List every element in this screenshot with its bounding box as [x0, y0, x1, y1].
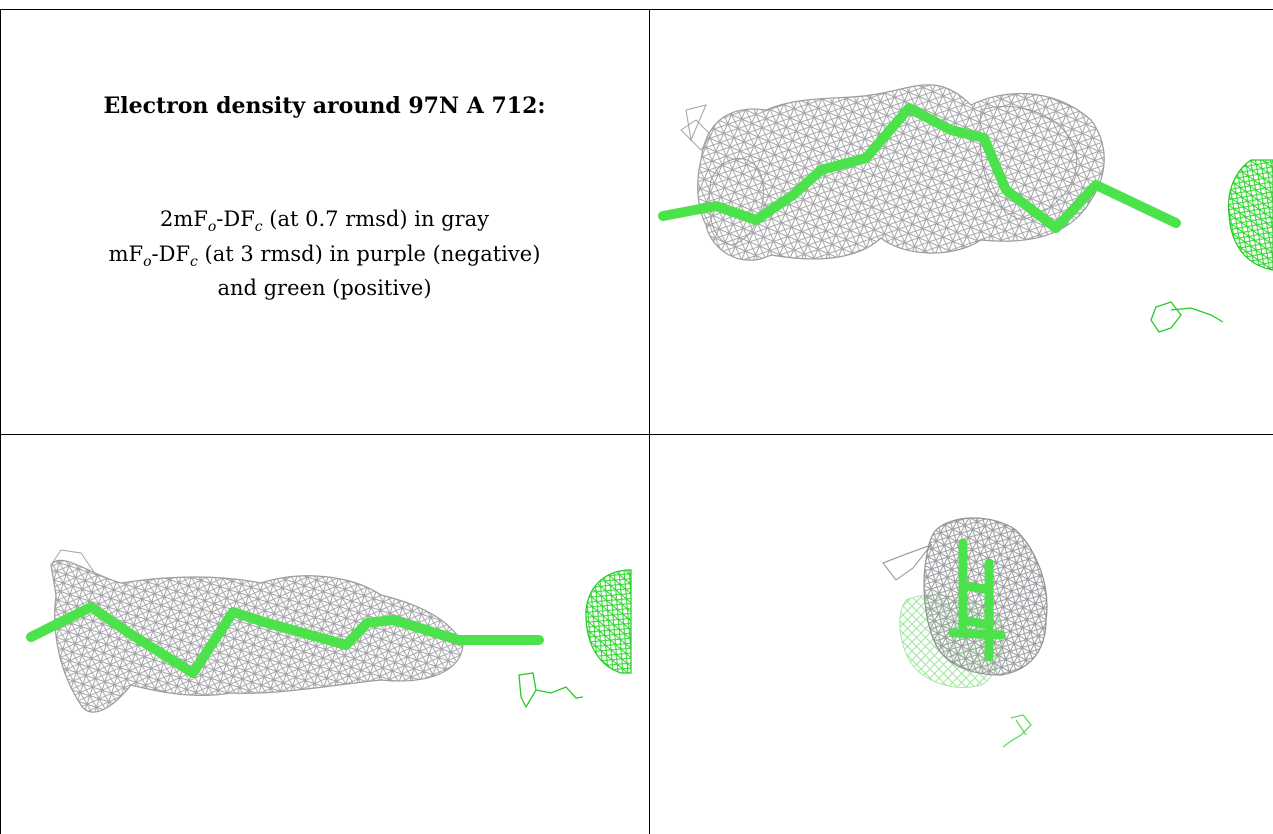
green-mesh-positive	[1151, 160, 1273, 332]
green-mesh-positive	[1003, 715, 1031, 747]
density-view-end	[651, 435, 1273, 834]
caption-line-2fofc: 2mFo-DFc (at 0.7 rmsd) in gray	[0, 207, 649, 235]
density-view-front	[651, 10, 1273, 433]
center-divider	[649, 9, 650, 834]
density-view-side-svg	[1, 435, 649, 834]
caption-cell: Electron density around 97N A 712: 2mFo-…	[0, 0, 649, 434]
density-view-end-svg	[651, 435, 1273, 834]
caption-line-fofc: mFo-DFc (at 3 rmsd) in purple (negative)	[0, 242, 649, 270]
density-view-front-svg	[651, 10, 1273, 433]
gray-mesh-2fofc	[51, 550, 463, 712]
gray-mesh-2fofc	[681, 85, 1104, 260]
caption-title: Electron density around 97N A 712:	[0, 93, 649, 119]
caption-line-colors: and green (positive)	[0, 276, 649, 300]
density-view-side	[1, 435, 649, 834]
